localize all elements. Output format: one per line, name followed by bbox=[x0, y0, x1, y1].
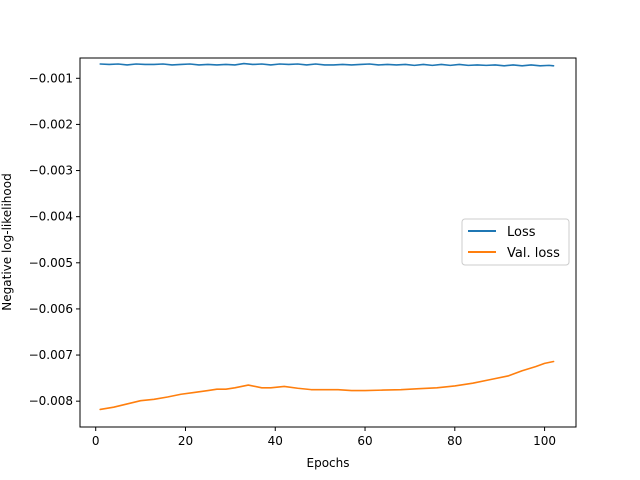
x-tick-label: 100 bbox=[533, 434, 556, 448]
x-tick-label: 0 bbox=[92, 434, 100, 448]
legend: Loss Val. loss bbox=[461, 218, 570, 266]
series-line-val-loss bbox=[99, 360, 555, 411]
plot-frame bbox=[79, 57, 577, 428]
y-tick-label: −0.004 bbox=[29, 210, 73, 224]
legend-label-val-loss: Val. loss bbox=[507, 246, 560, 261]
y-tick-label: −0.006 bbox=[29, 302, 73, 316]
y-tick-label: −0.001 bbox=[29, 71, 73, 85]
legend-label-loss: Loss bbox=[507, 225, 536, 240]
y-tick-label: −0.002 bbox=[29, 117, 73, 131]
series-line-loss bbox=[99, 62, 555, 67]
x-tick-label: 80 bbox=[447, 434, 462, 448]
y-axis: −0.001 −0.002 −0.003 −0.004 −0.005 −0.006 −0.0… bbox=[29, 71, 80, 408]
y-tick-label: −0.003 bbox=[29, 164, 73, 178]
x-axis-label: Epochs bbox=[307, 456, 350, 470]
y-tick-label: −0.005 bbox=[29, 256, 73, 270]
series-layer bbox=[99, 62, 555, 411]
x-tick-label: 60 bbox=[357, 434, 372, 448]
x-tick-label: 20 bbox=[178, 434, 193, 448]
x-axis: 0 20 40 60 80 100 bbox=[92, 427, 556, 448]
x-tick-label: 40 bbox=[268, 434, 283, 448]
y-tick-label: −0.007 bbox=[29, 348, 73, 362]
y-axis-label: Negative log-likelihood bbox=[0, 173, 14, 310]
y-tick-label: −0.008 bbox=[29, 394, 73, 408]
